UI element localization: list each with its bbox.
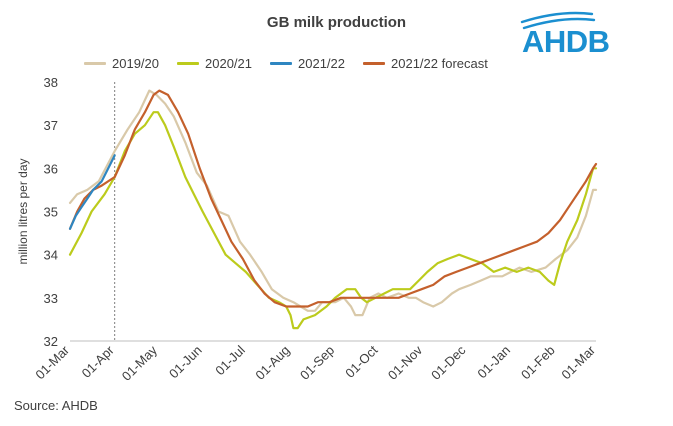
logo-text: AHDB <box>522 24 610 58</box>
x-tick-label: 01-Sep <box>297 343 337 383</box>
legend-swatch <box>84 61 106 65</box>
series-line-2020-21 <box>68 111 598 330</box>
x-tick-label: 01-Oct <box>342 342 380 380</box>
y-tick-label: 32 <box>44 334 58 349</box>
y-tick-label: 36 <box>44 161 58 176</box>
legend-swatch <box>363 61 385 65</box>
x-tick-label: 01-Dec <box>428 342 469 383</box>
x-tick-label: 01-Jun <box>166 343 205 382</box>
ahdb-logo: AHDB <box>520 11 610 58</box>
legend-label: 2021/22 forecast <box>391 55 488 71</box>
y-tick-label: 33 <box>44 291 58 306</box>
x-tick-label: 01-Mar <box>558 342 598 382</box>
y-axis-title: million litres per day <box>16 158 30 264</box>
series-line-2021-22 <box>68 154 116 230</box>
logo-swoosh <box>520 11 596 30</box>
x-tick-label: 01-Feb <box>518 343 558 383</box>
chart-title: GB milk production <box>266 14 407 31</box>
legend-swatch <box>270 61 292 65</box>
series-line-2019-20 <box>68 89 598 317</box>
legend-item: 2020/21 <box>177 56 252 71</box>
x-tick-label: 01-Aug <box>252 343 292 383</box>
source-note: Source: AHDB <box>14 398 98 413</box>
x-tick-label: 01-Jul <box>212 342 248 378</box>
x-tick-label: 01-May <box>119 342 161 384</box>
x-tick-label: 01-Nov <box>385 342 426 383</box>
legend-item: 2019/20 <box>84 56 159 71</box>
legend-label: 2020/21 <box>205 55 252 71</box>
chart-legend: 2019/20 2020/21 2021/22 2021/22 forecast <box>84 54 506 72</box>
legend-label: 2021/22 <box>298 55 345 71</box>
legend-label: 2019/20 <box>112 55 159 71</box>
legend-item: 2021/22 forecast <box>363 56 488 71</box>
series-line-2021-22-forecast <box>68 89 598 308</box>
y-tick-label: 38 <box>44 75 58 90</box>
x-tick-label: 01-Jan <box>474 343 513 382</box>
y-tick-label: 37 <box>44 118 58 133</box>
legend-item: 2021/22 <box>270 56 345 71</box>
x-tick-label: 01-Apr <box>79 342 118 381</box>
y-tick-label: 35 <box>44 205 58 220</box>
y-tick-label: 34 <box>44 248 58 263</box>
legend-swatch <box>177 61 199 65</box>
